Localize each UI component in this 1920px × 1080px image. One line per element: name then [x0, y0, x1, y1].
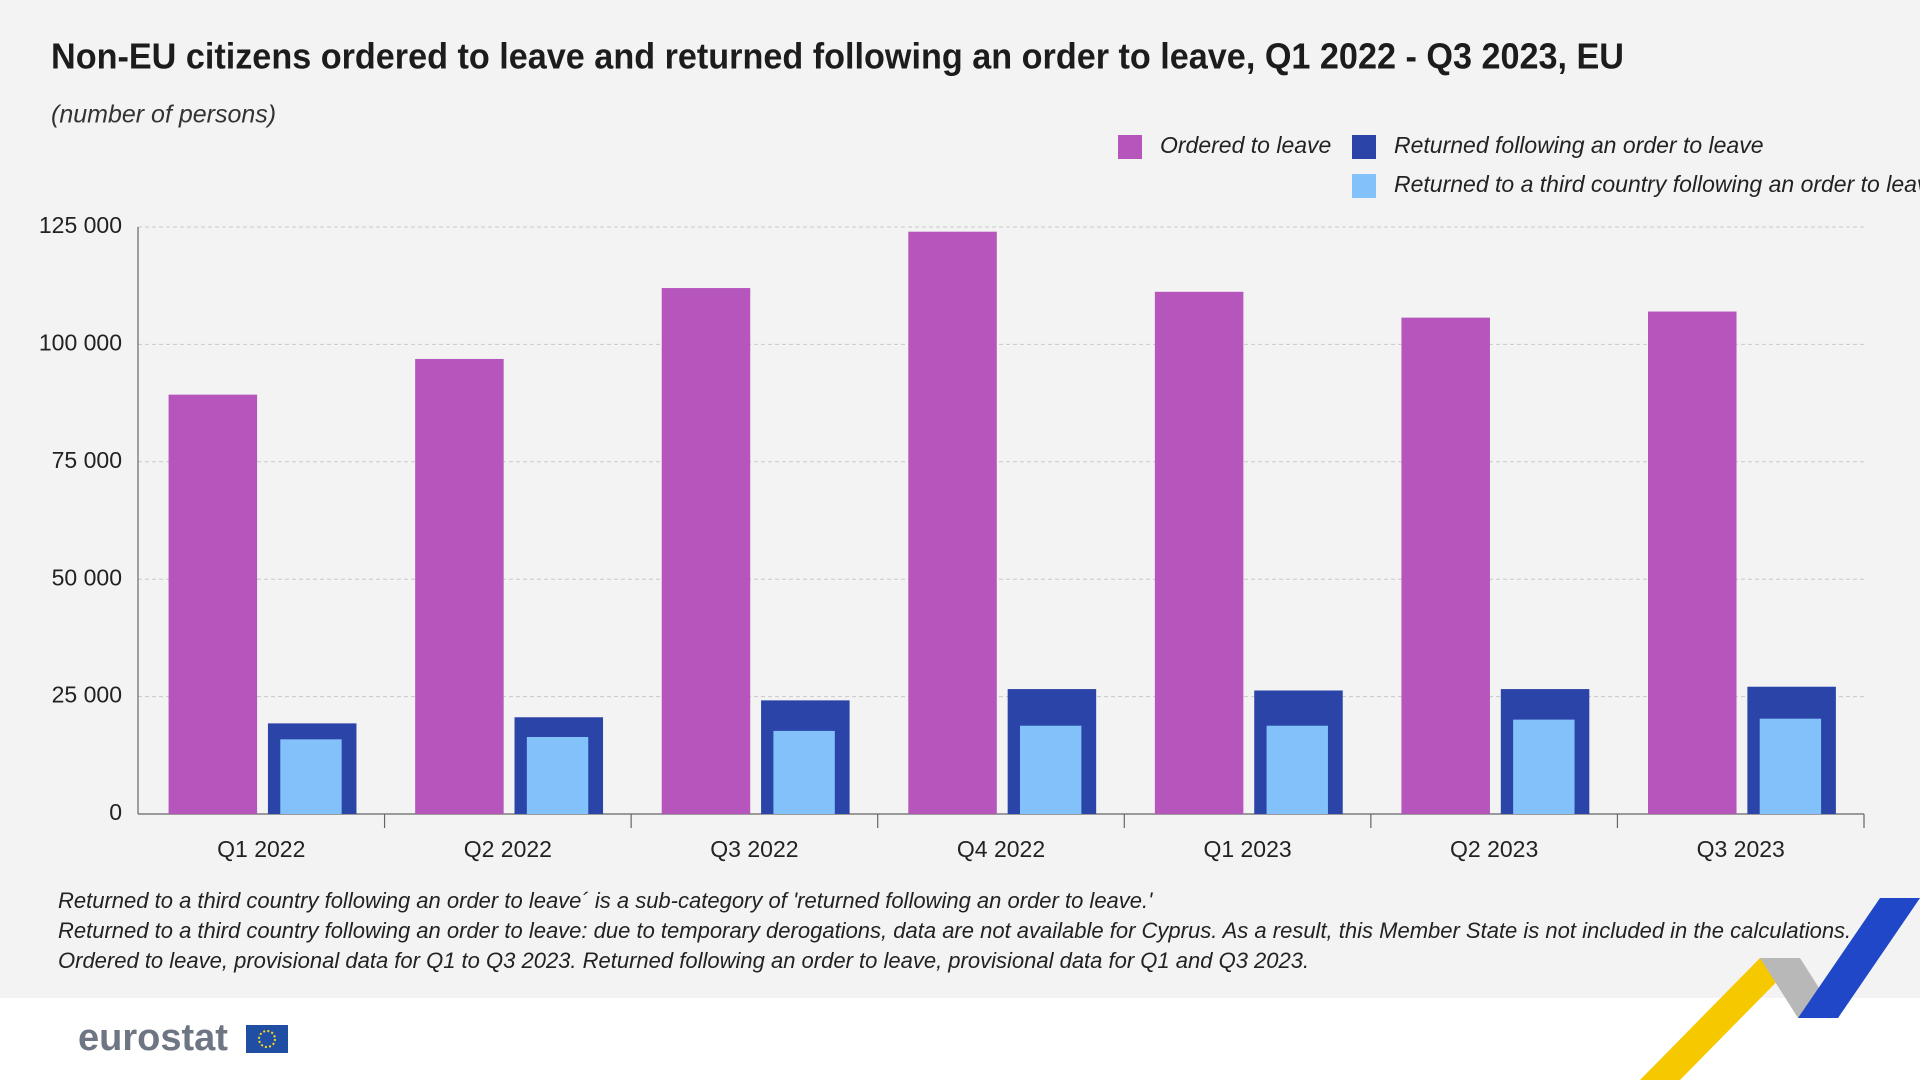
- y-tick-label: 75 000: [52, 447, 122, 473]
- x-tick-label: Q2 2023: [1450, 836, 1538, 862]
- y-tick-label: 0: [109, 799, 122, 825]
- bar: [1019, 725, 1082, 814]
- notes: Returned to a third country following an…: [58, 888, 1851, 973]
- decoration: [1640, 898, 1920, 1080]
- bar: [1266, 725, 1328, 814]
- chart-title: Non-EU citizens ordered to leave and ret…: [51, 36, 1624, 77]
- y-tick-label: 25 000: [52, 682, 122, 708]
- chart-subtitle: (number of persons): [51, 101, 276, 129]
- x-tick-label: Q1 2023: [1203, 836, 1291, 862]
- bar: [1759, 718, 1822, 814]
- legend-swatch: [1118, 135, 1142, 159]
- eurostat-logo: eurostat: [78, 1017, 228, 1059]
- legend-swatch: [1352, 174, 1376, 198]
- yellow-stripe: [1640, 958, 1800, 1080]
- y-tick-label: 125 000: [39, 212, 122, 238]
- x-tick-label: Q3 2022: [710, 836, 798, 862]
- bar: [526, 736, 589, 814]
- plot-area: 0 25 000 50 000 75 000 100 000 125 000 Q1 2022…: [39, 212, 1865, 862]
- legend-label: Returned to a third country following an…: [1394, 171, 1920, 197]
- x-tick-label: Q2 2022: [464, 836, 552, 862]
- bar: [908, 231, 997, 815]
- x-tick-label: Q4 2022: [957, 836, 1045, 862]
- legend-label: Ordered to leave: [1160, 132, 1331, 158]
- legend-label: Returned following an order to leave: [1394, 132, 1764, 158]
- note: Ordered to leave, provisional data for Q…: [58, 948, 1309, 973]
- bar: [1513, 719, 1575, 814]
- bar: [661, 288, 751, 815]
- flag: [246, 1025, 288, 1053]
- bar: [168, 394, 258, 814]
- bar: [773, 730, 835, 814]
- bar: [280, 739, 342, 814]
- legend: Ordered to leave Returned following an or…: [1118, 132, 1920, 198]
- x-tick-label: Q1 2022: [217, 836, 305, 862]
- y-tick-label: 50 000: [52, 564, 122, 590]
- note: Returned to a third country following an…: [58, 888, 1153, 913]
- flag-stars: [258, 1030, 276, 1048]
- blue-stripe: [1798, 898, 1920, 1018]
- note: Returned to a third country following an…: [58, 918, 1851, 943]
- eu-flag: [246, 1025, 288, 1053]
- bar: [1648, 311, 1737, 814]
- legend-swatch: [1352, 135, 1376, 159]
- bar: [1154, 291, 1244, 814]
- x-tick-label: Q3 2023: [1697, 836, 1785, 862]
- bar: [415, 358, 504, 814]
- bar: [1401, 317, 1490, 814]
- y-tick-label: 100 000: [39, 329, 122, 355]
